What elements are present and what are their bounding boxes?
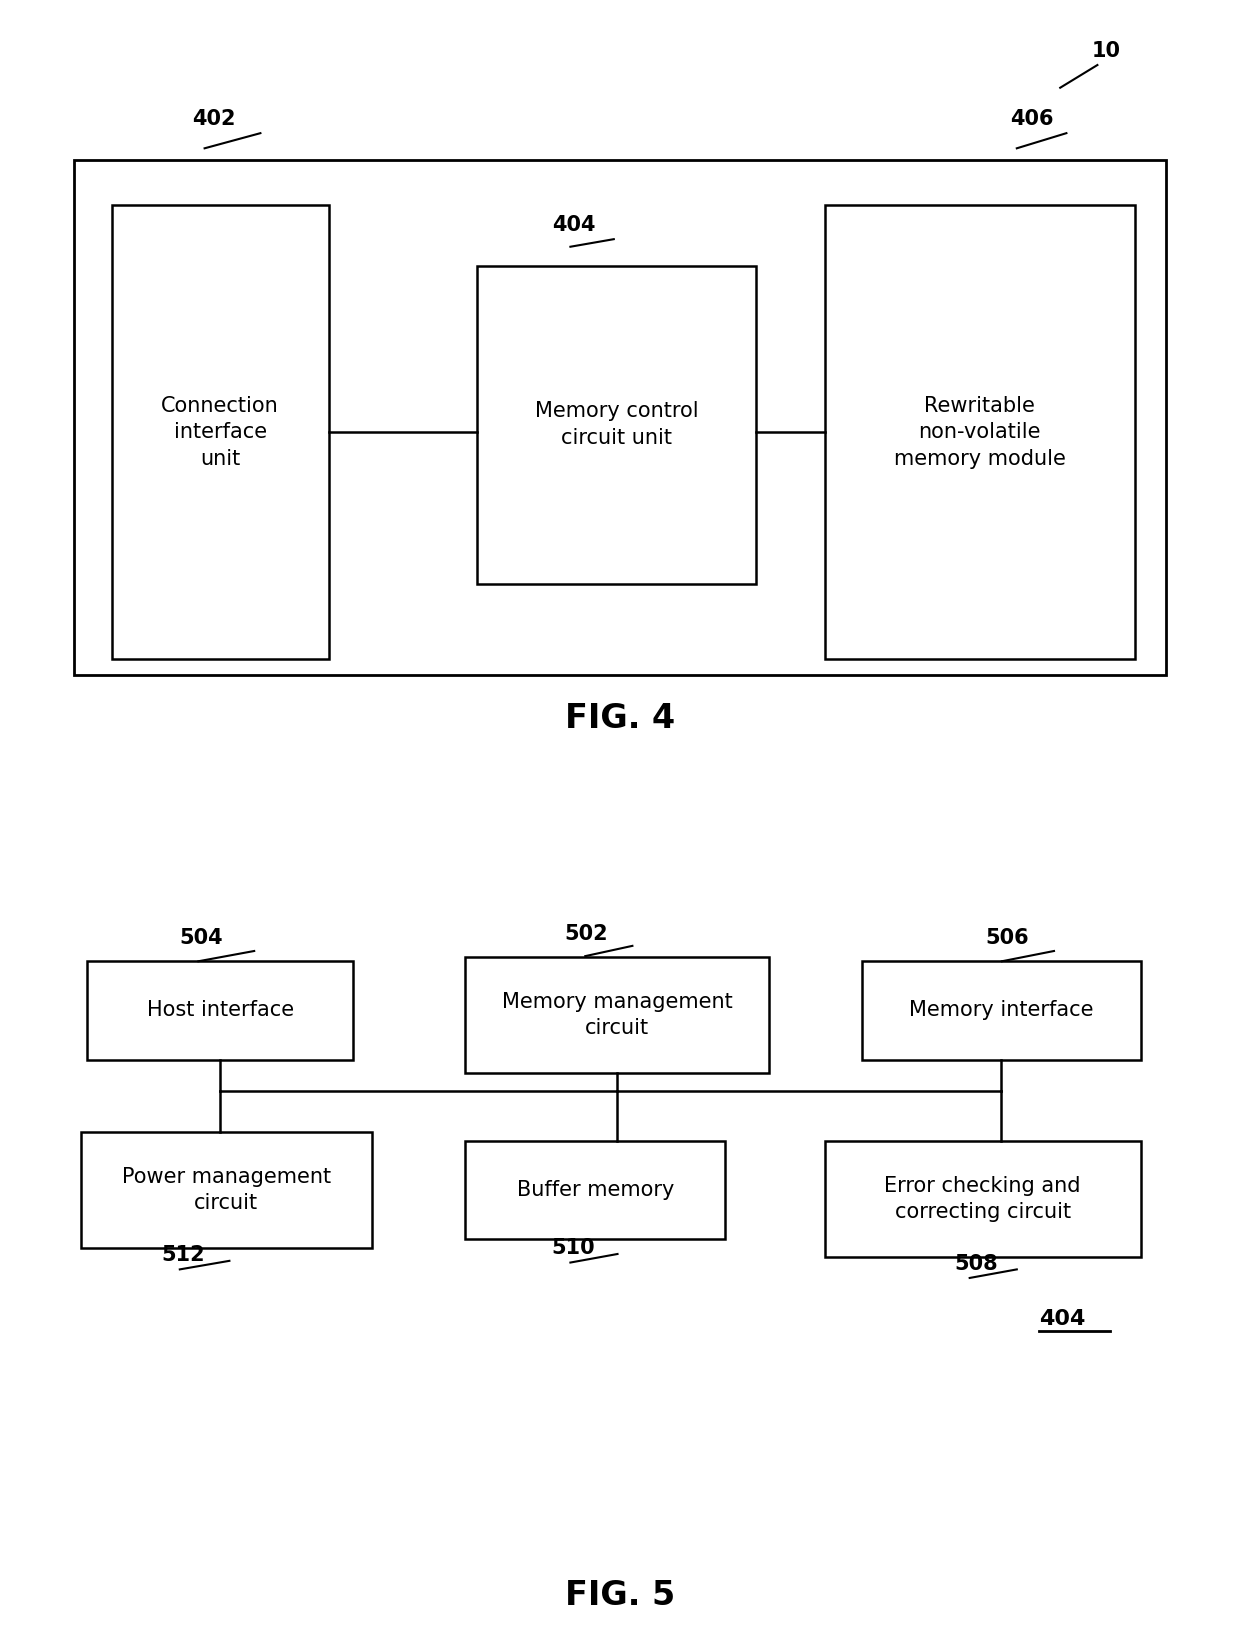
Text: Host interface: Host interface (146, 1001, 294, 1021)
Text: 10: 10 (1091, 41, 1120, 61)
Text: 402: 402 (192, 109, 236, 130)
Text: Rewritable
non-volatile
memory module: Rewritable non-volatile memory module (894, 395, 1065, 469)
Bar (825, 206, 1135, 660)
Bar (87, 961, 353, 1060)
Bar (112, 206, 329, 660)
Bar (477, 265, 756, 584)
Text: 512: 512 (161, 1244, 205, 1266)
Text: 504: 504 (180, 928, 223, 948)
Text: 506: 506 (986, 928, 1029, 948)
Text: Power management
circuit: Power management circuit (122, 1167, 331, 1213)
Bar (825, 1141, 1141, 1256)
Text: 502: 502 (564, 923, 608, 945)
Text: Memory management
circuit: Memory management circuit (501, 991, 733, 1039)
Bar (862, 961, 1141, 1060)
Bar (465, 1141, 725, 1239)
Text: Buffer memory: Buffer memory (517, 1180, 673, 1200)
Text: Memory interface: Memory interface (909, 1001, 1094, 1021)
Text: 510: 510 (552, 1238, 595, 1258)
Text: 508: 508 (955, 1254, 998, 1274)
Text: Memory control
circuit unit: Memory control circuit unit (536, 402, 698, 448)
Text: FIG. 4: FIG. 4 (565, 703, 675, 736)
Text: Connection
interface
unit: Connection interface unit (161, 395, 279, 469)
Bar (81, 1132, 372, 1248)
Text: FIG. 5: FIG. 5 (565, 1579, 675, 1611)
Text: Error checking and
correcting circuit: Error checking and correcting circuit (884, 1175, 1081, 1221)
Bar (465, 956, 769, 1073)
Text: 404: 404 (552, 216, 595, 235)
Bar (74, 160, 1166, 675)
Text: 406: 406 (1011, 109, 1054, 130)
Text: 404: 404 (1039, 1309, 1085, 1330)
